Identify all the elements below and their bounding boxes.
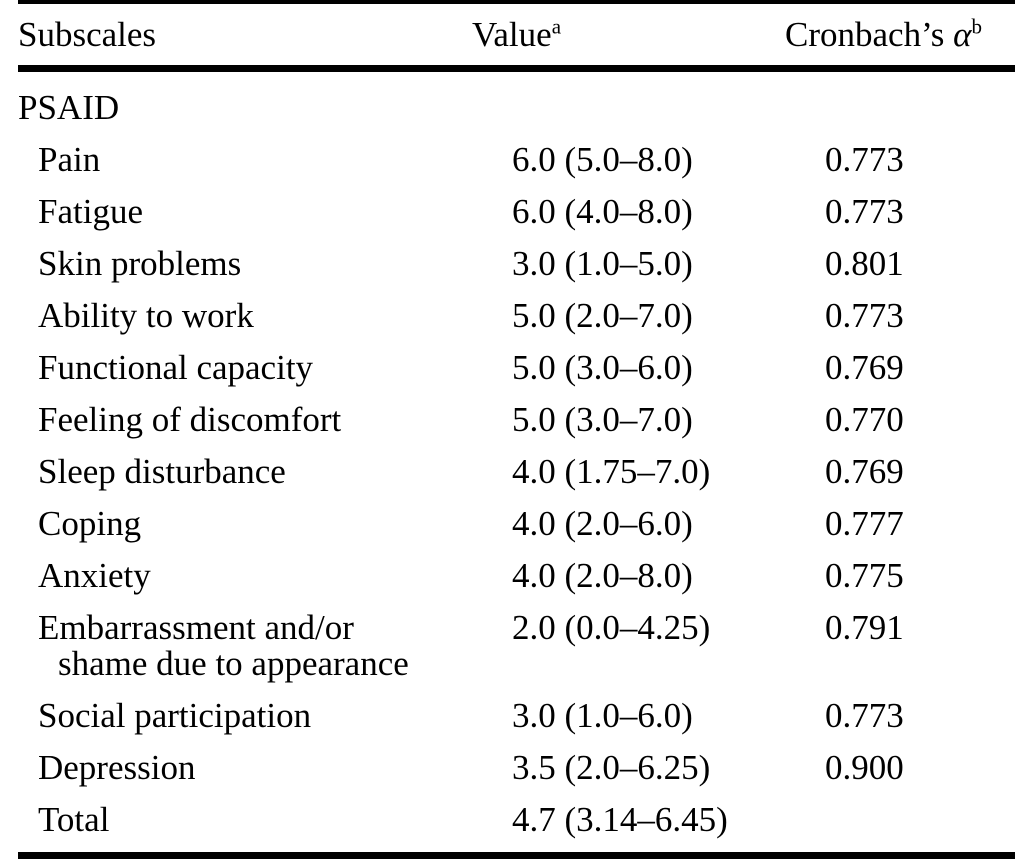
row-label: Ability to work — [38, 296, 254, 335]
row-alpha: 0.773 — [825, 296, 904, 335]
row-label: Coping — [38, 504, 142, 543]
row-alpha: 0.775 — [825, 556, 904, 595]
table-row-feeling-of-discomfort: Feeling of discomfort 5.0 (3.0–7.0) 0.77… — [18, 394, 1015, 446]
table-row-social-participation: Social participation 3.0 (1.0–6.0) 0.773 — [18, 690, 1015, 742]
table-row-anxiety: Anxiety 4.0 (2.0–8.0) 0.775 — [18, 550, 1015, 602]
header-value-text: Value — [472, 14, 552, 54]
row-alpha: 0.773 — [825, 696, 904, 735]
row-label: Skin problems — [38, 244, 242, 283]
row-alpha: 0.769 — [825, 452, 904, 491]
row-value: 3.0 (1.0–5.0) — [512, 244, 693, 283]
row-label: Feeling of discomfort — [38, 400, 342, 439]
row-alpha: 0.770 — [825, 400, 904, 439]
header-value-superscript: a — [551, 13, 562, 38]
row-alpha: 0.777 — [825, 504, 904, 543]
table-row-embarrassment-shame: Embarrassment and/or shame due to appear… — [18, 602, 1015, 690]
header-subscales: Subscales — [18, 14, 157, 54]
table-row-functional-capacity: Functional capacity 5.0 (3.0–6.0) 0.769 — [18, 342, 1015, 394]
row-value: 4.7 (3.14–6.45) — [512, 800, 728, 839]
table-row-coping: Coping 4.0 (2.0–6.0) 0.777 — [18, 498, 1015, 550]
row-alpha: 0.801 — [825, 244, 904, 283]
table-top-rule — [18, 0, 1015, 4]
table-row-ability-to-work: Ability to work 5.0 (2.0–7.0) 0.773 — [18, 290, 1015, 342]
table-row-total: Total 4.7 (3.14–6.45) — [18, 794, 1015, 846]
table-row-skin-problems: Skin problems 3.0 (1.0–5.0) 0.801 — [18, 238, 1015, 290]
row-alpha: 0.773 — [825, 192, 904, 231]
row-label: Depression — [38, 748, 196, 787]
row-alpha: 0.900 — [825, 748, 904, 787]
table-row-fatigue: Fatigue 6.0 (4.0–8.0) 0.773 — [18, 186, 1015, 238]
row-alpha: 0.791 — [825, 608, 904, 647]
row-label: Fatigue — [38, 192, 143, 231]
row-value: 6.0 (4.0–8.0) — [512, 192, 693, 231]
group-label-psaid: PSAID — [18, 88, 120, 127]
header-cronbach-alpha: Cronbach’s αb — [785, 15, 1015, 55]
table-group-row: PSAID — [18, 82, 1015, 134]
row-value: 3.0 (1.0–6.0) — [512, 696, 693, 735]
table-header-rule — [18, 65, 1015, 72]
table-body: PSAID Pain 6.0 (5.0–8.0) 0.773 Fatigue 6… — [18, 72, 1015, 852]
header-value: Valuea — [472, 15, 785, 55]
row-value: 2.0 (0.0–4.25) — [512, 608, 711, 647]
row-label: Anxiety — [38, 556, 151, 595]
row-value: 4.0 (2.0–8.0) — [512, 556, 693, 595]
row-value: 3.5 (2.0–6.25) — [512, 748, 711, 787]
table-bottom-rule — [18, 852, 1015, 859]
table-header-row: Subscales Valuea Cronbach’s αb — [18, 4, 1015, 65]
row-value: 5.0 (2.0–7.0) — [512, 296, 693, 335]
row-label: Pain — [38, 140, 101, 179]
row-label: Sleep disturbance — [38, 452, 286, 491]
header-cronbach-superscript: b — [971, 13, 983, 38]
header-cronbach-text: Cronbach’s — [785, 14, 945, 54]
table-row-depression: Depression 3.5 (2.0–6.25) 0.900 — [18, 742, 1015, 794]
row-value: 5.0 (3.0–7.0) — [512, 400, 693, 439]
table-row-pain: Pain 6.0 (5.0–8.0) 0.773 — [18, 134, 1015, 186]
row-value: 6.0 (5.0–8.0) — [512, 140, 693, 179]
row-label: Embarrassment and/or shame due to appear… — [38, 608, 409, 683]
row-value: 5.0 (3.0–6.0) — [512, 348, 693, 387]
row-label: Social participation — [38, 696, 312, 735]
row-alpha: 0.769 — [825, 348, 904, 387]
row-alpha: 0.773 — [825, 140, 904, 179]
row-value: 4.0 (1.75–7.0) — [512, 452, 711, 491]
table-row-sleep-disturbance: Sleep disturbance 4.0 (1.75–7.0) 0.769 — [18, 446, 1015, 498]
alpha-symbol: α — [953, 14, 972, 54]
row-label: Functional capacity — [38, 348, 314, 387]
row-label: Total — [38, 800, 110, 839]
row-value: 4.0 (2.0–6.0) — [512, 504, 693, 543]
